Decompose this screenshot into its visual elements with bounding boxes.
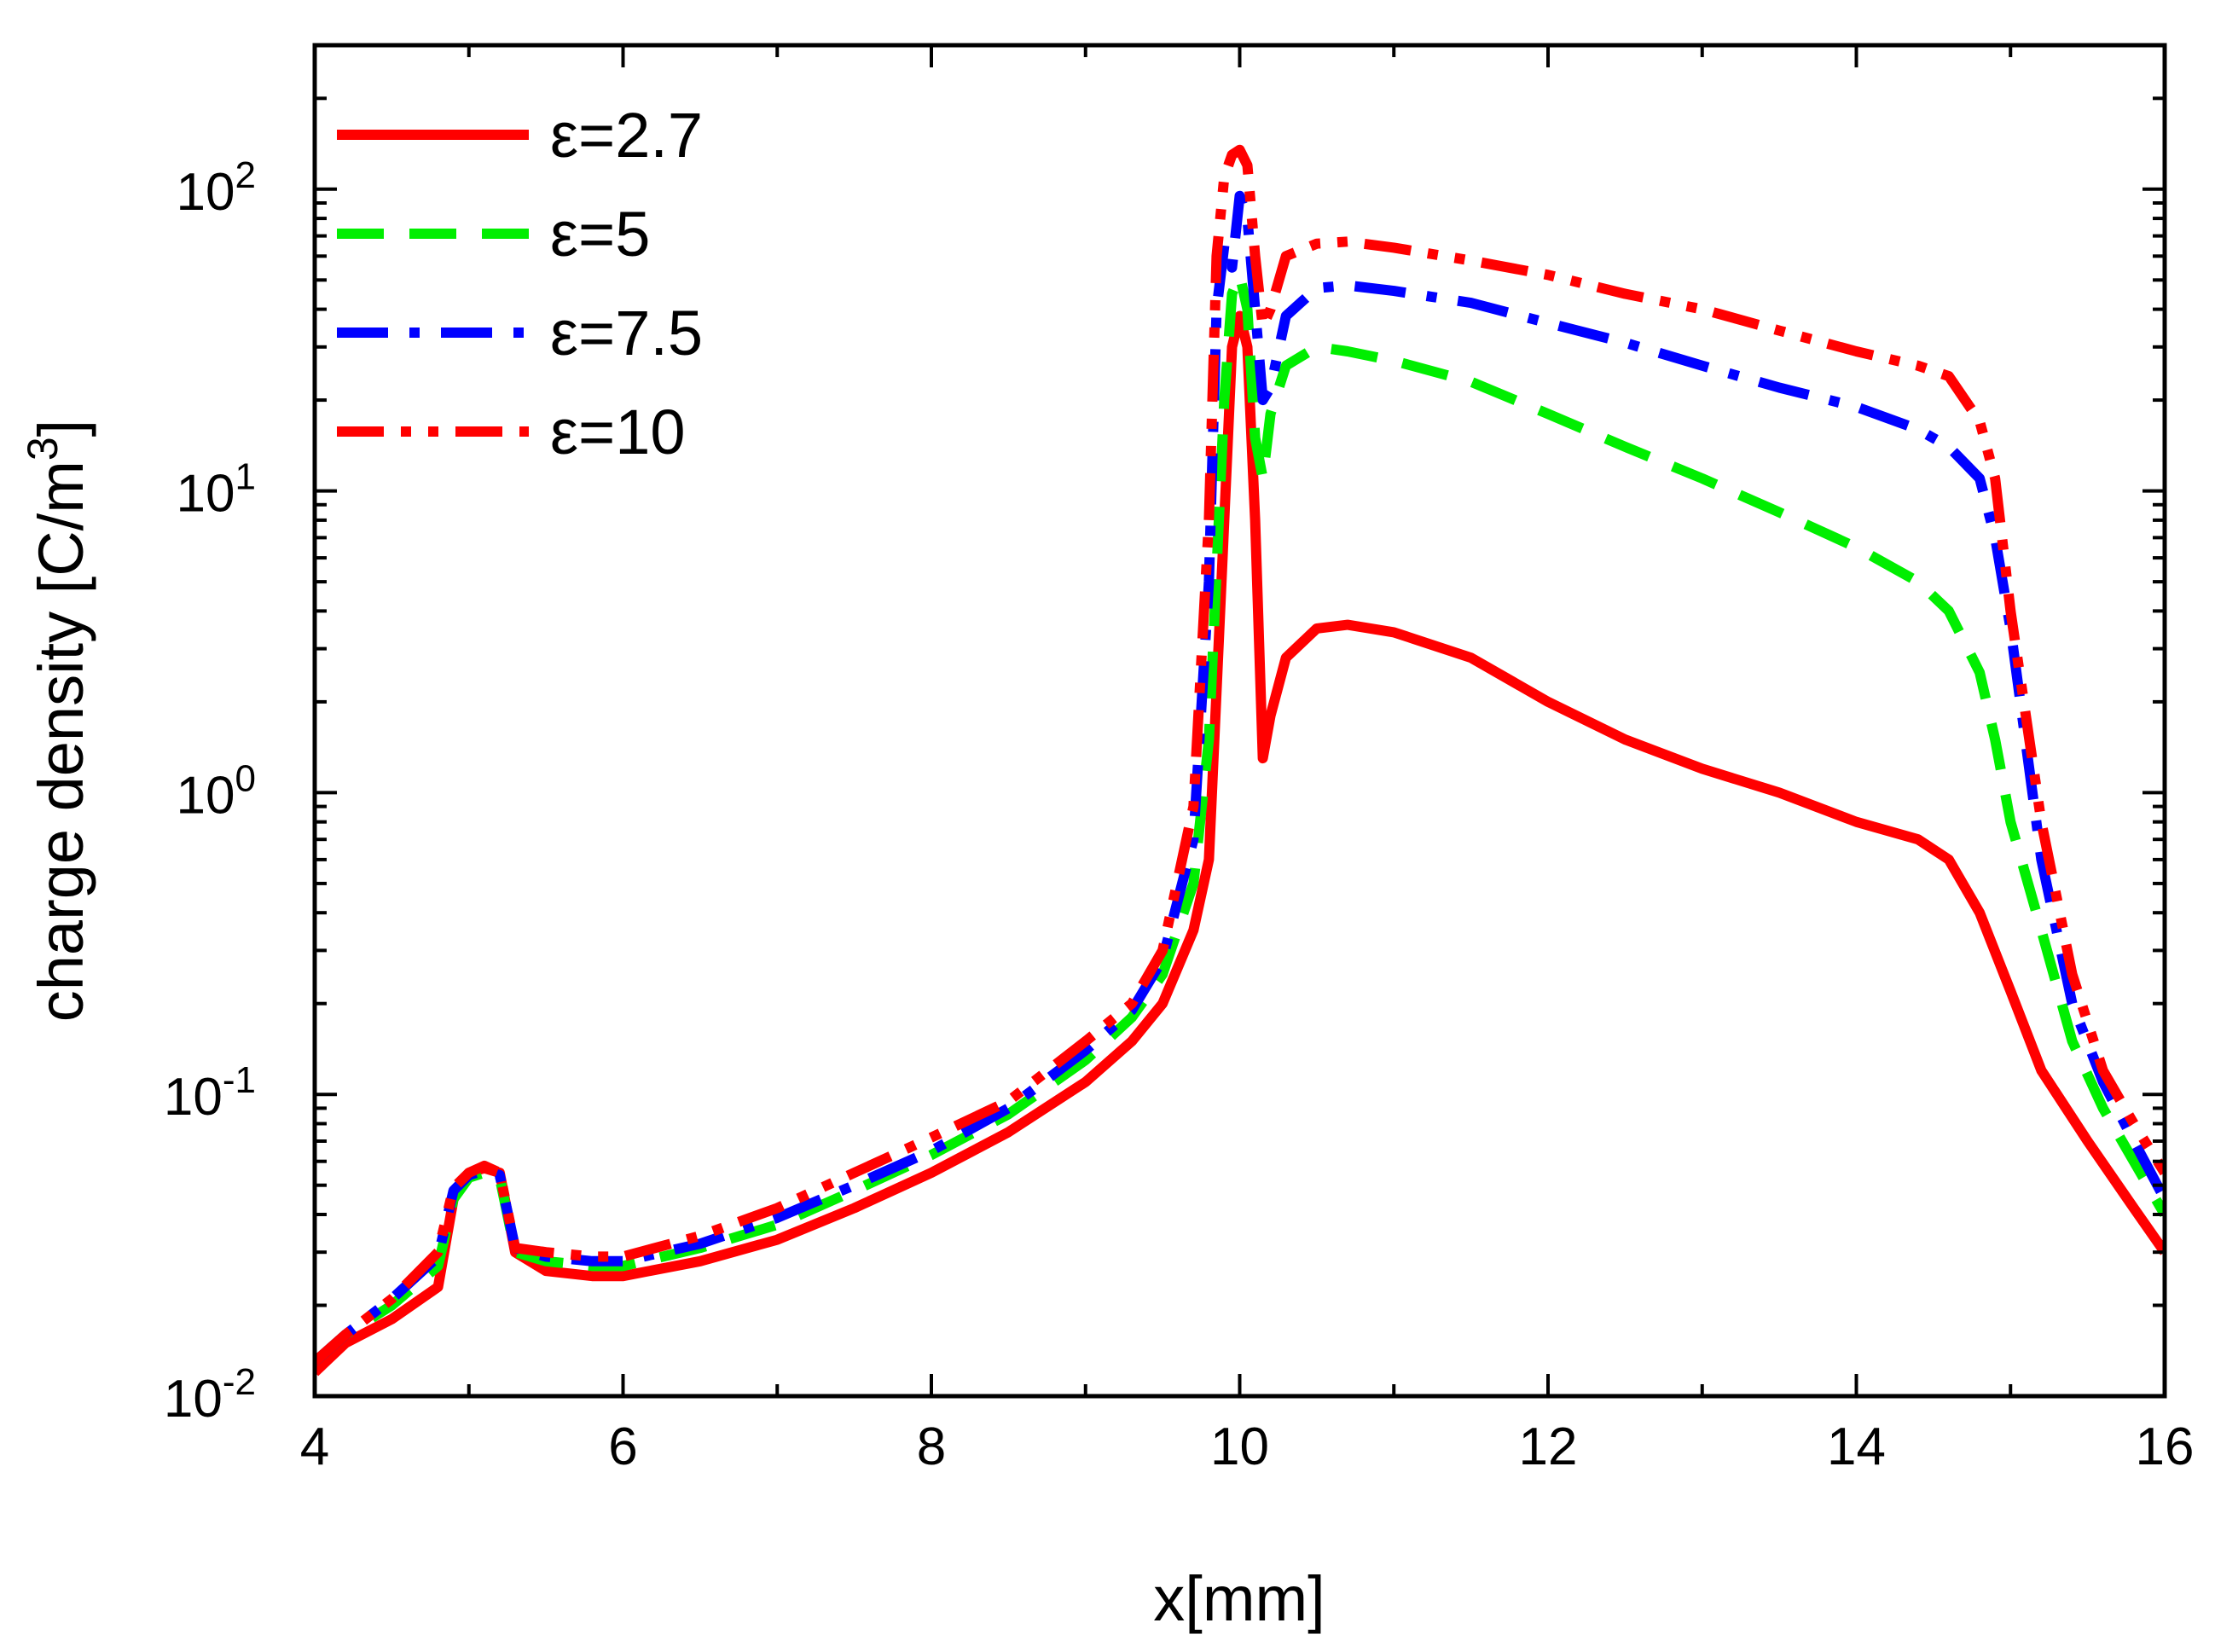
plot-area [315,45,2165,1396]
y-tick-label: 101 [177,456,256,524]
x-tick-label: 14 [1827,1417,1886,1476]
tick-labels: 4 6 8 10 12 14 16 10-2 10-1 100 101 102 [164,154,2195,1476]
series-layer [315,144,2165,1377]
x-tick-label: 6 [608,1417,637,1476]
series-line-2 [315,270,2165,1366]
legend-label-4: ε=10 [550,397,686,467]
legend-label-2: ε=5 [550,199,650,270]
x-tick-label: 8 [917,1417,946,1476]
x-tick-label: 4 [300,1417,329,1476]
y-axis-title: charge density [C/m3] [19,420,96,1022]
x-axis-title: x[mm] [1153,1563,1325,1634]
legend-label-1: ε=2.7 [550,100,703,171]
series-line-4 [315,144,2165,1366]
legend: ε=2.7 ε=5 ε=7.5 ε=10 [337,100,703,467]
series-line-3 [315,190,2165,1366]
x-tick-label: 12 [1519,1417,1578,1476]
y-tick-label: 10-1 [164,1059,256,1127]
x-tick-label: 16 [2136,1417,2195,1476]
y-axis-title-end: ] [26,420,96,438]
ticks-layer [313,43,2166,1398]
legend-label-3: ε=7.5 [550,298,703,368]
y-tick-label: 100 [177,757,256,825]
y-axis-title-superscript: 3 [19,437,67,461]
y-tick-label: 10-2 [164,1361,256,1429]
y-axis-title-main: charge density [C/m [26,461,96,1022]
x-tick-label: 10 [1210,1417,1269,1476]
y-tick-label: 102 [177,154,256,222]
